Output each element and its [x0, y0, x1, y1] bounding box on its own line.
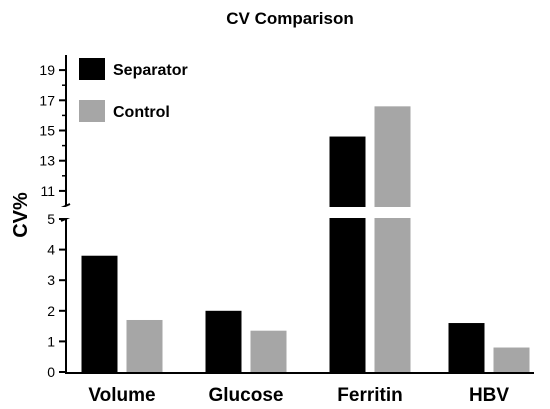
- chart-title: CV Comparison: [226, 9, 354, 28]
- bar-separator-ferritin: [329, 136, 366, 372]
- bars: [56, 106, 540, 372]
- bar-separator-glucose: [205, 310, 242, 372]
- bar-control-hbv: [493, 347, 530, 372]
- bar-separator-hbv: [448, 323, 485, 372]
- y-tick-label-5: 5: [47, 211, 55, 227]
- y-tick-label-2: 2: [47, 303, 55, 319]
- y-tick-label-4: 4: [47, 242, 55, 258]
- y-tick-label-17: 17: [39, 92, 55, 108]
- x-category-ferritin: Ferritin: [337, 385, 402, 406]
- bar-control-glucose: [250, 330, 287, 372]
- axis-break-gap: [56, 207, 540, 218]
- x-category-hbv: HBV: [469, 385, 509, 406]
- y-ticks: 0 1 2 3 4 5 11 13 15 17 19: [39, 62, 66, 380]
- y-tick-label-11: 11: [40, 183, 55, 199]
- y-tick-label-1: 1: [47, 333, 55, 349]
- y-tick-label-0: 0: [47, 364, 55, 380]
- legend-label-separator: Separator: [113, 62, 188, 79]
- bar-control-ferritin: [374, 106, 411, 372]
- y-tick-label-19: 19: [39, 62, 55, 78]
- bar-separator-volume: [81, 255, 118, 372]
- y-tick-label-15: 15: [39, 123, 55, 139]
- y-axis-label: CV%: [10, 192, 32, 238]
- legend-swatch-separator: [79, 58, 105, 80]
- bar-control-volume: [126, 319, 163, 372]
- legend-swatch-control: [79, 100, 105, 122]
- x-category-glucose: Glucose: [209, 385, 284, 406]
- y-tick-label-3: 3: [47, 272, 55, 288]
- y-tick-label-13: 13: [39, 153, 55, 169]
- legend-label-control: Control: [113, 104, 170, 121]
- legend: Separator Control: [79, 58, 188, 122]
- x-categories: Volume Glucose Ferritin HBV: [88, 385, 509, 406]
- x-category-volume: Volume: [88, 385, 155, 406]
